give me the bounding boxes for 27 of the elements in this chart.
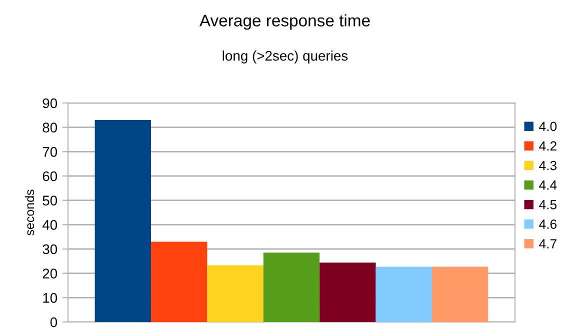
bar: [263, 252, 320, 322]
bar: [94, 120, 152, 322]
bar: [151, 242, 208, 322]
legend-label: 4.0: [539, 122, 557, 132]
legend-label: 4.3: [539, 160, 557, 170]
chart-subtitle: long (>2sec) queries: [222, 50, 348, 64]
y-tick-label: 90: [42, 98, 58, 108]
y-tick-label: 70: [42, 147, 58, 157]
bar: [376, 266, 432, 322]
legend-label: 4.2: [539, 141, 556, 151]
y-tick-label: 60: [42, 171, 58, 182]
y-axis-title: seconds: [24, 190, 34, 236]
legend-label: 4.5: [539, 200, 557, 210]
legend-label: 4.6: [539, 220, 557, 229]
chart-title: Average response time: [199, 14, 370, 30]
y-tick-label: 40: [42, 220, 58, 230]
legend-label: 4.4: [539, 180, 557, 190]
y-tick-label: 50: [42, 196, 58, 206]
y-tick-label: 0: [50, 317, 58, 328]
bar: [207, 265, 264, 322]
y-tick-label: 20: [42, 268, 58, 279]
y-tick-label: 10: [43, 293, 58, 303]
legend-label: 4.7: [539, 239, 556, 248]
bar: [432, 266, 488, 322]
bar: [320, 262, 376, 322]
y-tick-label: 80: [42, 122, 58, 133]
y-tick-label: 30: [42, 244, 58, 254]
